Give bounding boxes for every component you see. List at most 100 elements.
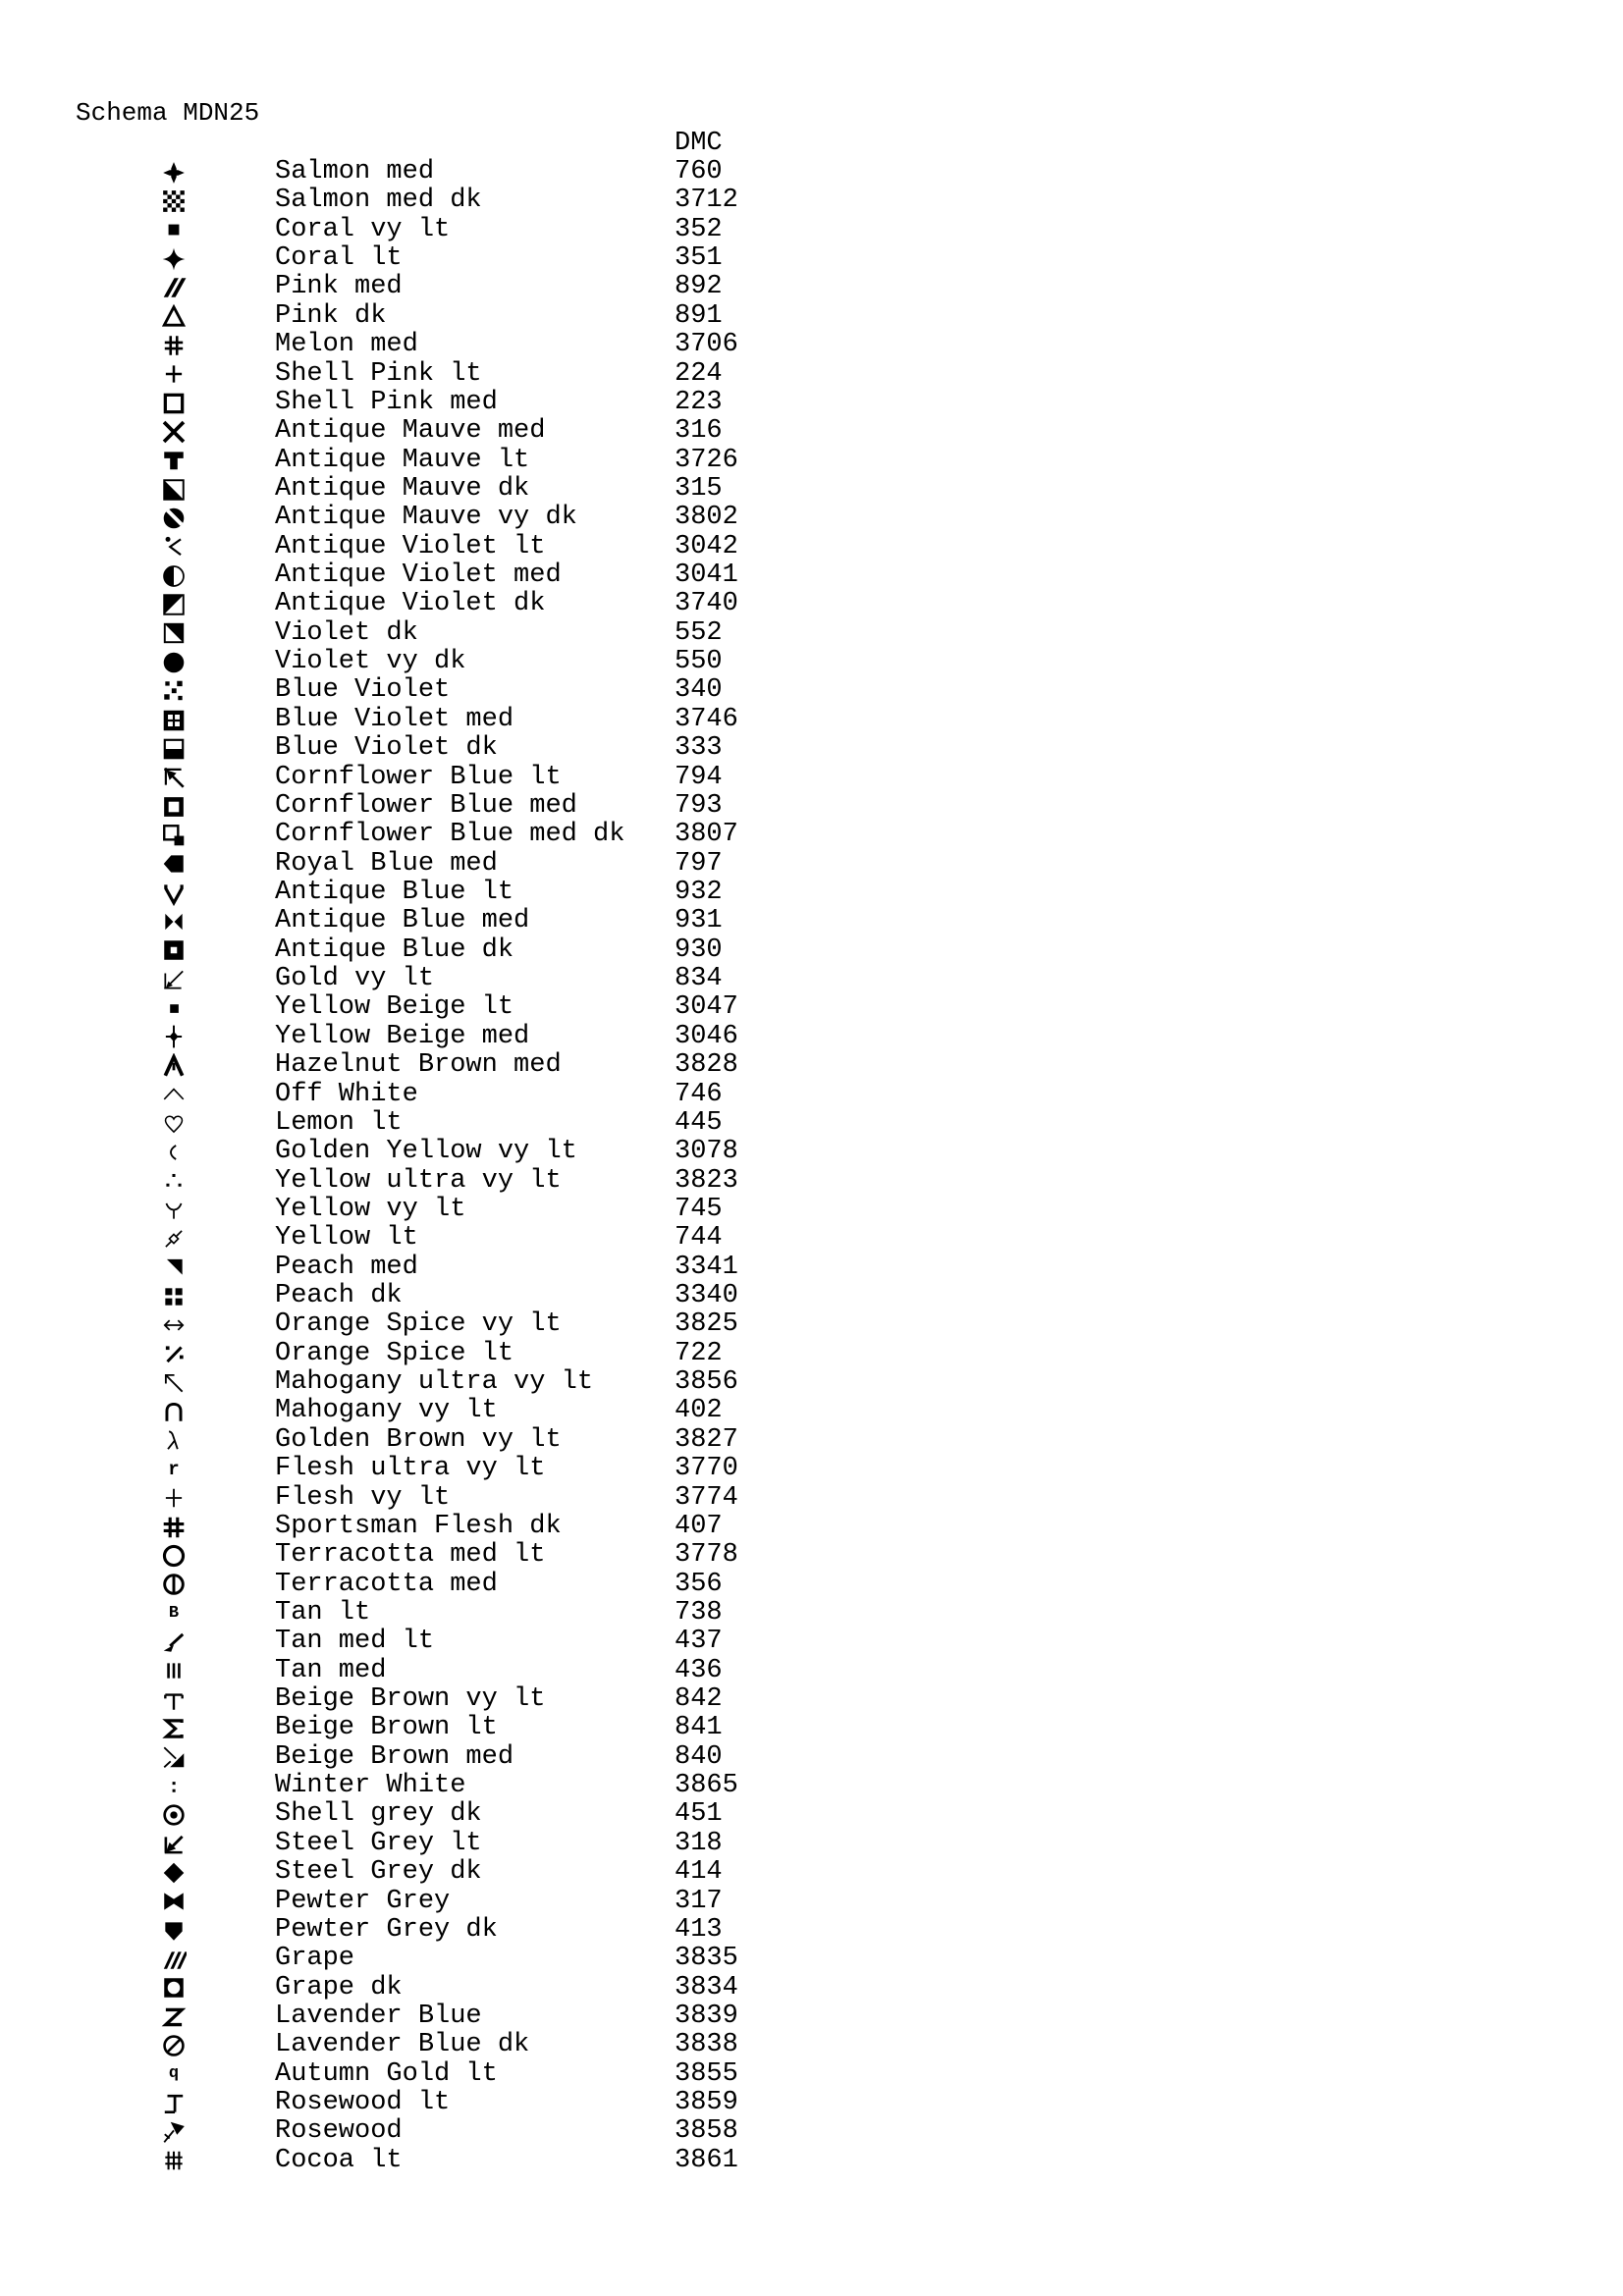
legend-row: Lavender Blue 3839 xyxy=(0,2002,1623,2031)
legend-row: Winter White 3865 xyxy=(0,1771,1623,1801)
lambda-thin-icon xyxy=(153,1426,194,1455)
dmc-number: 223 xyxy=(675,387,723,417)
dmc-number: 892 xyxy=(675,272,723,302)
legend-row: Steel Grey dk 414 xyxy=(0,1857,1623,1887)
sigma-bold-icon xyxy=(153,1714,194,1742)
dmc-column-header: DMC xyxy=(675,129,723,158)
dmc-number: 760 xyxy=(675,157,723,187)
legend-row: Grape dk 3834 xyxy=(0,1972,1623,2002)
dmc-number: 317 xyxy=(675,1886,723,1916)
dmc-number: 3838 xyxy=(675,2030,738,2060)
star-four-point-icon xyxy=(153,244,194,273)
dmc-number: 224 xyxy=(675,358,723,389)
dmc-number: 3341 xyxy=(675,1252,738,1282)
legend-row: Yellow ultra vy lt 3823 xyxy=(0,1166,1623,1196)
dmc-number: 3834 xyxy=(675,1972,738,2002)
dmc-number: 3706 xyxy=(675,330,738,360)
dmc-number: 3746 xyxy=(675,704,738,734)
color-name: Lavender Blue dk xyxy=(275,2030,530,2060)
window-grid-icon xyxy=(153,706,194,734)
shield-down-icon xyxy=(153,1916,194,1945)
triangle-outline-icon xyxy=(153,302,194,331)
letter-b-icon: B xyxy=(168,1603,180,1623)
legend-row: Sportsman Flesh dk 407 xyxy=(0,1512,1623,1541)
corner-diagonal-thin-icon xyxy=(153,965,194,993)
legend-table: Salmon med 760 Salmon med dk 3712 Coral … xyxy=(0,157,1623,2175)
color-name: Shell grey dk xyxy=(275,1799,482,1830)
color-name: Cornflower Blue med dk xyxy=(275,820,625,850)
four-squares-icon xyxy=(153,1282,194,1310)
dmc-number: 3859 xyxy=(675,2088,738,2118)
legend-row: Antique Violet med 3041 xyxy=(0,561,1623,590)
chevron-dot-icon xyxy=(153,533,194,561)
color-name: Pewter Grey dk xyxy=(275,1914,498,1945)
legend-row: Terracotta med 356 xyxy=(0,1569,1623,1599)
dmc-number: 745 xyxy=(675,1194,723,1224)
color-name: Mahogany ultra vy lt xyxy=(275,1367,594,1398)
flag-lower-right-icon xyxy=(153,1743,194,1772)
legend-row: Antique Violet lt 3042 xyxy=(0,532,1623,561)
legend-row: Flesh vy lt 3774 xyxy=(0,1483,1623,1513)
legend-row: Antique Blue med 931 xyxy=(0,906,1623,936)
v-bold-icon xyxy=(153,879,194,907)
color-name: Blue Violet xyxy=(275,675,451,706)
color-name: Off White xyxy=(275,1079,418,1109)
color-name: Yellow Beige lt xyxy=(275,992,514,1023)
square-lower-half-icon xyxy=(153,734,194,763)
dmc-number: 436 xyxy=(675,1655,723,1685)
color-name: Antique Blue dk xyxy=(275,934,514,965)
angle-arrow-icon xyxy=(153,1628,194,1656)
color-name: Pink med xyxy=(275,272,403,302)
dmc-number: 356 xyxy=(675,1569,723,1599)
color-name: Winter White xyxy=(275,1771,466,1801)
legend-row: Rosewood 3858 xyxy=(0,2117,1623,2146)
color-name: Cornflower Blue lt xyxy=(275,762,562,792)
dmc-number: 445 xyxy=(675,1107,723,1138)
diamond-filled-icon xyxy=(153,1858,194,1887)
color-name: Antique Blue med xyxy=(275,906,530,936)
color-name: Violet vy dk xyxy=(275,647,466,677)
percent-slash-icon xyxy=(153,1340,194,1368)
legend-row: Yellow vy lt 745 xyxy=(0,1194,1623,1224)
color-name: Beige Brown vy lt xyxy=(275,1684,546,1715)
dmc-number: 930 xyxy=(675,934,723,965)
colon-dots-icon xyxy=(153,1772,194,1800)
legend-row: Beige Brown lt 841 xyxy=(0,1714,1623,1742)
triple-slash-icon xyxy=(153,1945,194,1973)
legend-row: Antique Mauve dk 315 xyxy=(0,474,1623,504)
triple-bars-icon xyxy=(153,1657,194,1685)
circle-center-dot-icon xyxy=(153,1800,194,1829)
triangle-upper-right-icon xyxy=(153,1254,194,1282)
caret-thin-icon xyxy=(153,1081,194,1109)
color-name: Terracotta med xyxy=(275,1569,498,1599)
legend-row: Beige Brown med 840 xyxy=(0,1742,1623,1772)
color-name: Grape xyxy=(275,1944,355,1974)
color-name: Royal Blue med xyxy=(275,848,498,879)
color-name: Orange Spice vy lt xyxy=(275,1309,562,1340)
legend-row: Coral lt 351 xyxy=(0,243,1623,273)
legend-row: Lemon lt 445 xyxy=(0,1107,1623,1138)
dmc-number: 552 xyxy=(675,617,723,648)
color-name: Tan med xyxy=(275,1655,387,1685)
color-name: Yellow vy lt xyxy=(275,1194,466,1224)
color-name: Antique Mauve med xyxy=(275,416,546,447)
dmc-number: 3861 xyxy=(675,2145,738,2175)
legend-row: B Tan lt 738 xyxy=(0,1598,1623,1628)
color-name: Lemon lt xyxy=(275,1107,403,1138)
legend-row: Shell Pink med 223 xyxy=(0,387,1623,417)
t-filled-icon xyxy=(153,447,194,475)
legend-row: Mahogany ultra vy lt 3856 xyxy=(0,1367,1623,1398)
fence-hash-icon xyxy=(153,2147,194,2175)
paren-left-icon xyxy=(153,1138,194,1166)
color-name: Melon med xyxy=(275,330,418,360)
square-white-hole-icon xyxy=(153,936,194,965)
legend-row: Golden Yellow vy lt 3078 xyxy=(0,1137,1623,1166)
dmc-number: 3856 xyxy=(675,1367,738,1398)
letter-r-icon: r xyxy=(168,1458,180,1480)
letter-q-icon: q xyxy=(168,2064,180,2084)
legend-row: Blue Violet dk 333 xyxy=(0,733,1623,763)
legend-row: Rosewood lt 3859 xyxy=(0,2088,1623,2118)
color-name: Salmon med dk xyxy=(275,186,482,216)
dmc-number: 3802 xyxy=(675,503,738,533)
